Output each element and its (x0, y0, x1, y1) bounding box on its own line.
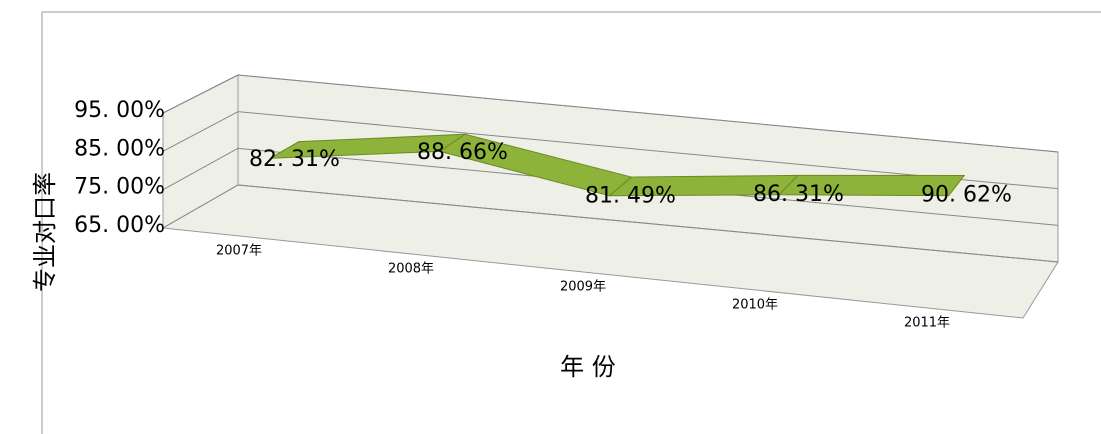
y-axis-title: 专业对口率 (31, 172, 59, 292)
x-axis-title: 年 份 (560, 353, 616, 381)
x-tick-label: 2011年 (904, 316, 950, 331)
ribbon-segment (777, 174, 966, 197)
grid-line (237, 184, 1059, 263)
y-tick-label: 75. 00% (74, 175, 165, 200)
data-label: 81. 49% (585, 183, 676, 208)
y-tick-label: 65. 00% (74, 213, 165, 238)
grid-line (162, 111, 239, 152)
data-label: 82. 31% (249, 147, 340, 172)
grid-line (162, 184, 239, 229)
x-tick-label: 2007年 (216, 244, 262, 259)
data-label: 90. 62% (921, 183, 1012, 208)
y-tick-label: 95. 00% (74, 98, 165, 123)
grid-line (162, 147, 239, 191)
data-label: 86. 31% (753, 182, 844, 207)
x-tick-label: 2010年 (732, 298, 778, 313)
data-label: 88. 66% (417, 140, 508, 165)
x-tick-label: 2009年 (560, 280, 606, 295)
y-tick-label: 85. 00% (74, 136, 165, 161)
grid-line (162, 74, 239, 114)
x-tick-label: 2008年 (388, 262, 434, 277)
grid-line (237, 74, 1059, 153)
